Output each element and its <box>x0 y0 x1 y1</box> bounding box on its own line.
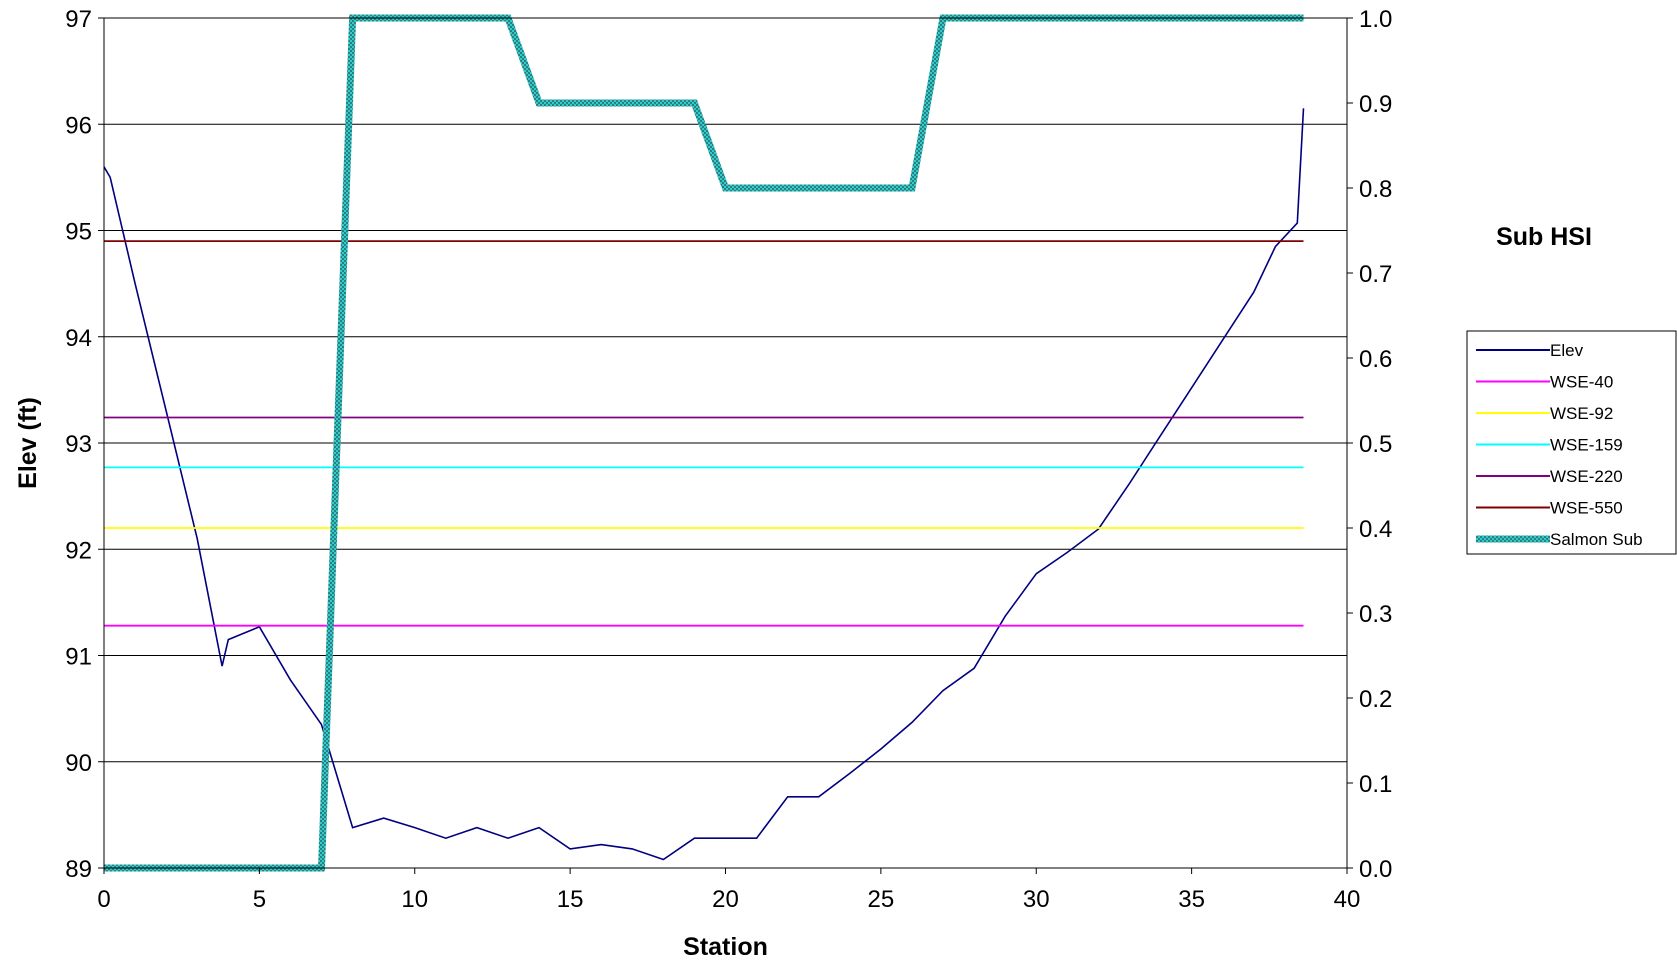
y2-axis-title: Sub HSI <box>1496 223 1592 251</box>
x-tick-label: 40 <box>1334 886 1361 913</box>
x-tick-label: 15 <box>557 886 584 913</box>
x-tick-label: 0 <box>97 886 110 913</box>
legend-label: Salmon Sub <box>1550 530 1643 549</box>
y-tick-label: 97 <box>65 6 92 33</box>
legend-label: WSE-92 <box>1550 404 1613 423</box>
x-tick-label: 35 <box>1178 886 1205 913</box>
y-tick-label: 96 <box>65 112 92 139</box>
y-tick-label: 91 <box>65 644 92 671</box>
y2-tick-label: 0.3 <box>1359 601 1392 628</box>
legend-label: Elev <box>1550 341 1584 360</box>
y-tick-label: 95 <box>65 219 92 246</box>
x-tick-label: 30 <box>1023 886 1050 913</box>
y2-tick-label: 0.1 <box>1359 771 1392 798</box>
y2-tick-label: 0.6 <box>1359 346 1392 373</box>
series-line <box>104 14 1304 872</box>
series-line <box>103 108 1305 861</box>
y2-tick-label: 1.0 <box>1359 6 1392 33</box>
x-tick-label: 20 <box>712 886 739 913</box>
y-tick-label: 89 <box>65 856 92 883</box>
y2-tick-label: 0.2 <box>1359 686 1392 713</box>
x-tick-label: 5 <box>253 886 266 913</box>
legend-box <box>1466 330 1677 555</box>
y2-tick-label: 0.7 <box>1359 261 1392 288</box>
y-tick-label: 92 <box>65 537 92 564</box>
x-tick-label: 25 <box>868 886 895 913</box>
y-tick-label: 93 <box>65 431 92 458</box>
y2-tick-label: 0.0 <box>1359 856 1392 883</box>
y2-tick-label: 0.8 <box>1359 176 1392 203</box>
x-axis-title: Station <box>683 933 768 961</box>
y-axis-title: Elev (ft) <box>14 397 42 489</box>
y-tick-label: 90 <box>65 750 92 777</box>
y2-tick-label: 0.9 <box>1359 91 1392 118</box>
x-tick-label: 10 <box>401 886 428 913</box>
legend-label: WSE-159 <box>1550 436 1623 455</box>
legend-label: WSE-550 <box>1550 499 1623 518</box>
legend-label: WSE-220 <box>1550 467 1623 486</box>
y-tick-label: 94 <box>65 325 92 352</box>
legend-label: WSE-40 <box>1550 373 1613 392</box>
y2-tick-label: 0.5 <box>1359 431 1392 458</box>
y2-tick-label: 0.4 <box>1359 516 1392 543</box>
